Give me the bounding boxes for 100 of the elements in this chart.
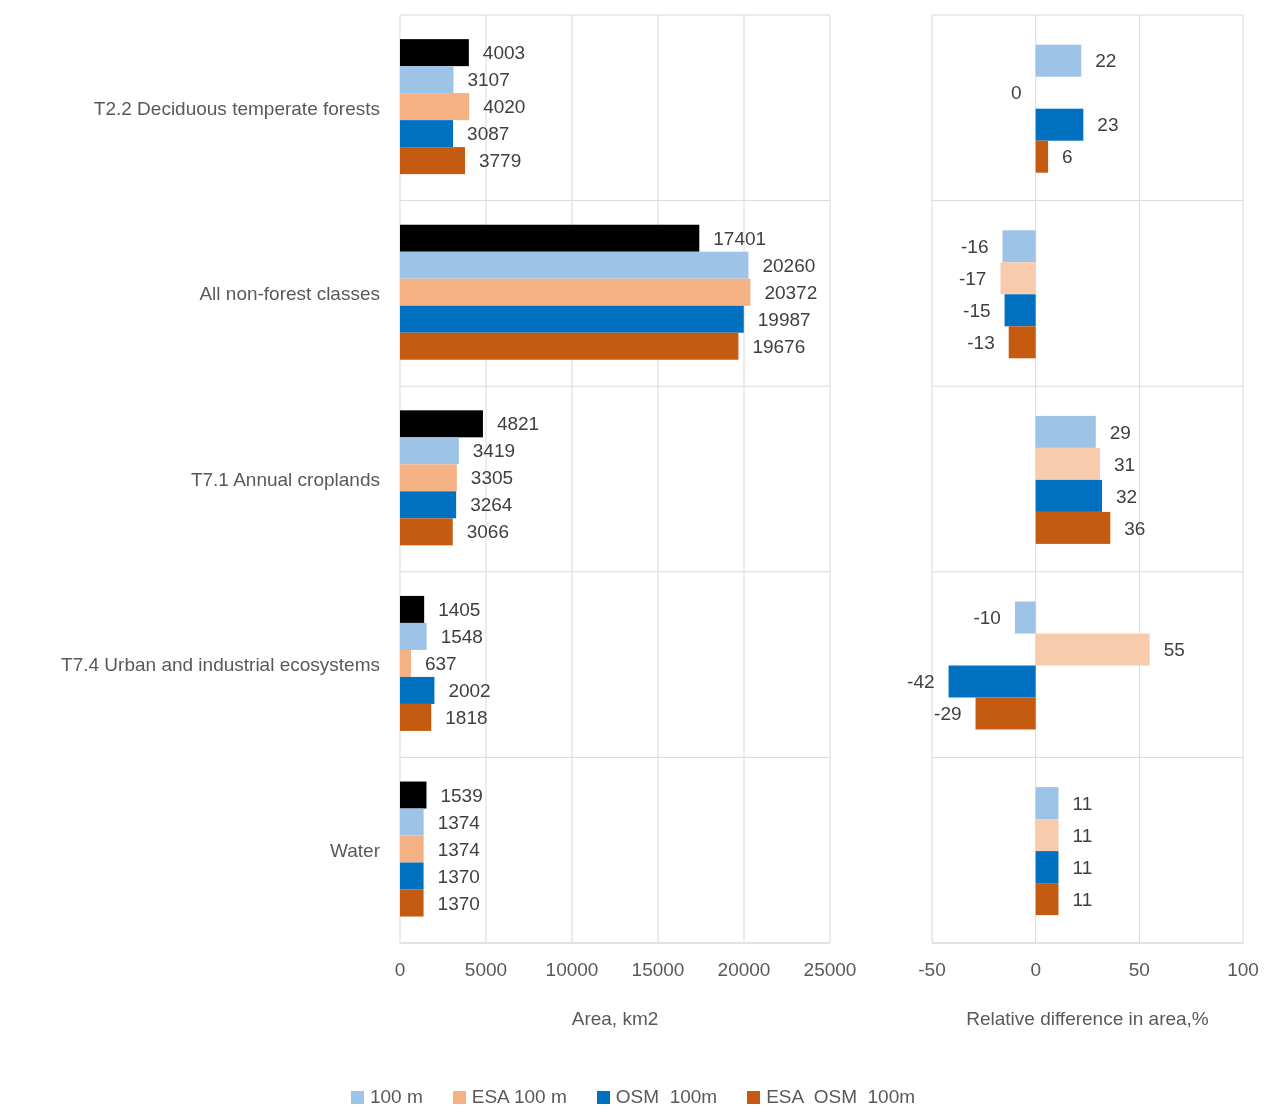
data-label: 31 [1113, 453, 1136, 475]
bar [400, 518, 453, 546]
bar [400, 781, 427, 809]
data-label: 1539 [440, 784, 483, 806]
legend-label: ESA 100 m [471, 1086, 567, 1108]
data-label: 4020 [483, 96, 526, 118]
bar [975, 697, 1036, 730]
bar [400, 120, 454, 148]
bar [400, 835, 424, 863]
x-tick-label: 25000 [803, 959, 857, 981]
bar [948, 665, 1036, 698]
bar [400, 491, 457, 519]
data-label: 1374 [437, 838, 481, 860]
bar [400, 676, 435, 704]
y-tick-label: T7.1 Annual croplands [190, 468, 380, 490]
bar [400, 437, 459, 465]
bar [400, 251, 749, 279]
bar [1008, 326, 1036, 359]
x-tick-label: 5000 [464, 959, 508, 981]
bar [1014, 601, 1036, 634]
bar [400, 889, 424, 917]
bar [400, 703, 432, 731]
bar [1035, 415, 1096, 448]
bar [400, 224, 700, 252]
data-label: -15 [963, 299, 991, 321]
data-label: 6 [1062, 146, 1073, 168]
x-axis-title: Area, km2 [571, 1008, 659, 1029]
bar [1035, 140, 1049, 173]
data-label: 20260 [762, 254, 816, 276]
x-tick-label: 15000 [631, 959, 685, 981]
bar [400, 595, 425, 623]
data-label: 1818 [445, 707, 488, 729]
data-label: 3264 [470, 494, 513, 516]
data-label: 0 [1011, 82, 1022, 104]
x-tick-label: 100 [1227, 959, 1259, 981]
x-tick-label: 10000 [545, 959, 599, 981]
data-label: 23 [1097, 114, 1119, 136]
data-label: 4003 [482, 42, 526, 64]
y-tick-label: All non-forest classes [199, 283, 380, 305]
data-label: 3779 [479, 150, 522, 172]
bar [400, 464, 457, 492]
bar [400, 649, 411, 677]
y-tick-label: T7.4 Urban and industrial ecosystems [61, 654, 380, 676]
bar [400, 147, 465, 175]
bar [400, 808, 424, 836]
bar [400, 862, 424, 890]
data-label: -13 [967, 331, 995, 353]
data-label: 19987 [757, 308, 811, 330]
data-label: 11 [1072, 824, 1093, 846]
data-label: -17 [958, 267, 987, 289]
data-label: 1374 [437, 811, 481, 833]
x-tick-label: 20000 [717, 959, 771, 981]
legend-label: 100 m [369, 1086, 423, 1108]
data-label: 22 [1095, 50, 1117, 72]
bar [1035, 633, 1150, 666]
bar [1035, 819, 1059, 852]
data-label: 55 [1163, 639, 1185, 661]
data-label: 3066 [466, 521, 510, 543]
data-label: 11 [1072, 888, 1093, 910]
bar [400, 305, 744, 333]
data-label: 11 [1072, 792, 1093, 814]
bar [400, 66, 454, 94]
bar [1035, 44, 1082, 77]
bar [1035, 479, 1103, 512]
data-label: 19676 [752, 335, 806, 357]
bar [1035, 108, 1084, 141]
data-label: 11 [1072, 856, 1093, 878]
bar [400, 622, 427, 650]
data-label: 20372 [764, 281, 818, 303]
bar [400, 410, 483, 438]
bar [1004, 294, 1036, 327]
data-label: 3107 [467, 69, 510, 91]
data-label: 17401 [713, 227, 767, 249]
data-label: -16 [961, 235, 989, 257]
bar [1035, 787, 1059, 820]
x-axis-title: Relative difference in area,% [966, 1008, 1209, 1029]
bar [1035, 511, 1111, 544]
data-label: 3419 [472, 440, 516, 462]
data-label: 32 [1116, 485, 1138, 507]
bar [1035, 883, 1059, 916]
data-label: 637 [424, 653, 457, 675]
bar [400, 278, 751, 306]
data-label: 1405 [438, 599, 481, 621]
bar [1035, 851, 1059, 884]
x-tick-label: 0 [1030, 959, 1041, 981]
data-label: 4821 [496, 413, 540, 435]
data-label: -10 [973, 607, 1001, 629]
data-label: -42 [907, 671, 935, 693]
legend-label: ESA OSM 100m [766, 1086, 916, 1108]
x-tick-label: -50 [918, 959, 946, 981]
x-tick-label: 50 [1128, 959, 1150, 981]
bar [1035, 447, 1100, 480]
data-label: -29 [934, 703, 962, 725]
y-tick-label: T2.2 Deciduous temperate forests [93, 97, 380, 119]
y-tick-label: Water [330, 839, 381, 861]
legend-label: OSM 100m [615, 1086, 718, 1108]
data-label: 1548 [440, 626, 483, 648]
bar [400, 332, 739, 360]
x-tick-label: 0 [394, 959, 406, 981]
bar [1002, 230, 1036, 263]
